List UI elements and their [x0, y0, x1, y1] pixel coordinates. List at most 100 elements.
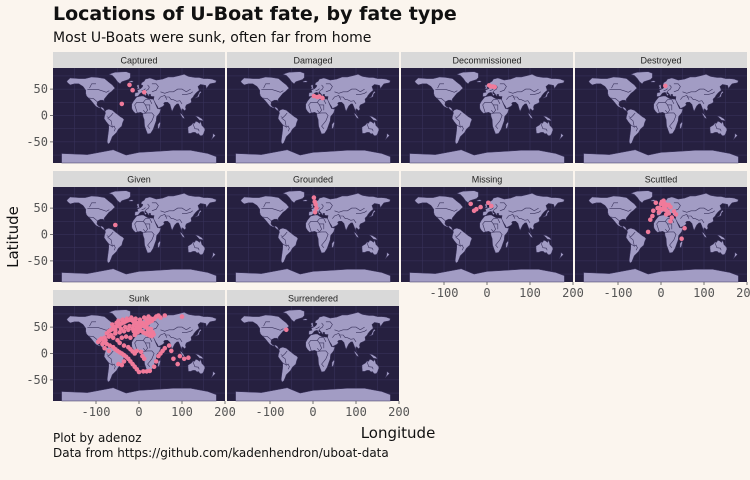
facet-panel-damaged: Damaged — [227, 52, 399, 164]
facet-panel-surrendered: Surrendered — [227, 290, 399, 402]
data-point — [673, 212, 679, 217]
data-point — [141, 90, 147, 95]
facet-strip-label: Damaged — [293, 56, 332, 66]
x-tick-label: 200 — [562, 286, 584, 300]
facet-panel-sunk: Sunk — [53, 290, 225, 402]
data-point — [116, 318, 121, 324]
facet-strip-label: Decommissioned — [452, 56, 521, 66]
facet-strip-label: Destroyed — [640, 56, 681, 66]
data-point — [682, 225, 687, 231]
data-point — [166, 343, 172, 348]
data-point — [151, 332, 156, 337]
y-tick-label: -50 — [26, 254, 48, 268]
data-point — [668, 219, 673, 224]
world-basemap — [409, 190, 565, 283]
data-point — [171, 356, 176, 362]
facet-strip — [53, 52, 225, 68]
data-point — [141, 315, 147, 320]
data-point — [162, 345, 168, 351]
data-point — [102, 345, 107, 351]
data-point — [312, 210, 318, 215]
data-point — [127, 82, 132, 88]
fate-points — [663, 83, 668, 89]
data-point — [486, 200, 491, 206]
data-point — [121, 329, 127, 334]
data-point — [133, 316, 138, 322]
facet-strip — [227, 290, 399, 306]
data-point — [146, 314, 151, 319]
y-tick-label: 0 — [41, 228, 48, 242]
facet-panel-scuttled: Scuttled — [575, 171, 747, 283]
fate-points — [311, 93, 325, 101]
data-point — [110, 335, 116, 341]
fate-points — [95, 313, 191, 375]
x-tick-label: -100 — [430, 286, 459, 300]
data-point — [468, 201, 474, 207]
x-tick-label: 0 — [657, 286, 664, 300]
data-point — [320, 95, 325, 101]
data-point — [119, 101, 125, 107]
facet-strip-label: Scuttled — [645, 175, 678, 185]
facet-strip-label: Grounded — [293, 175, 333, 185]
data-point — [147, 368, 153, 374]
facet-strip-label: Missing — [472, 175, 503, 185]
data-point — [113, 222, 118, 228]
facet-strip — [53, 171, 225, 187]
data-point — [118, 326, 124, 332]
axis-tick-labels: 50 0 -50 50 0 -50 50 0 -50 -100 0 100 200 -100 0 100 200… — [26, 82, 750, 419]
data-point — [186, 355, 191, 361]
data-point — [315, 94, 320, 100]
y-tick-label: 0 — [41, 347, 48, 361]
data-point — [128, 335, 133, 341]
facet-strip — [227, 171, 399, 187]
fate-points — [645, 198, 687, 241]
data-point — [141, 356, 147, 362]
x-tick-label: -100 — [256, 405, 285, 419]
data-point — [471, 208, 477, 214]
fate-points — [113, 222, 118, 228]
fate-points — [311, 195, 319, 215]
data-point — [121, 343, 127, 348]
facet-strip — [401, 52, 573, 68]
data-point — [284, 327, 289, 333]
data-point — [656, 210, 662, 215]
world-basemap — [61, 190, 217, 283]
data-point — [127, 323, 132, 329]
y-tick-label: 50 — [34, 201, 48, 215]
data-point — [177, 353, 183, 359]
data-point — [137, 317, 143, 323]
x-tick-label: 0 — [135, 405, 142, 419]
data-point — [147, 331, 152, 336]
x-tick-label: 200 — [214, 405, 236, 419]
world-basemap — [61, 309, 217, 402]
data-point — [122, 324, 128, 330]
data-point — [653, 200, 659, 206]
data-point — [141, 369, 146, 374]
data-point — [651, 208, 656, 214]
world-basemap — [61, 71, 217, 164]
x-tick-label: 0 — [483, 286, 490, 300]
chart-title: Locations of U-Boat fate, by fate type — [53, 3, 457, 25]
fate-points — [284, 327, 289, 333]
data-point — [179, 314, 185, 319]
data-point — [129, 315, 134, 320]
data-point — [124, 316, 130, 322]
x-tick-label: 200 — [388, 405, 410, 419]
world-basemap — [583, 190, 739, 283]
fate-points — [468, 200, 494, 214]
facet-strip — [575, 52, 747, 68]
facet-strip — [575, 171, 747, 187]
data-point — [650, 213, 655, 219]
data-point — [106, 348, 112, 354]
data-point — [162, 313, 168, 318]
data-point — [126, 327, 131, 333]
world-basemap — [409, 71, 565, 164]
caption-source: Data from https://github.com/kadenhendro… — [53, 446, 389, 460]
world-basemap — [235, 190, 391, 283]
x-tick-label: -100 — [82, 405, 111, 419]
data-point — [660, 206, 665, 212]
data-point — [119, 362, 125, 368]
x-tick-label: 0 — [309, 405, 316, 419]
data-point — [121, 359, 127, 364]
